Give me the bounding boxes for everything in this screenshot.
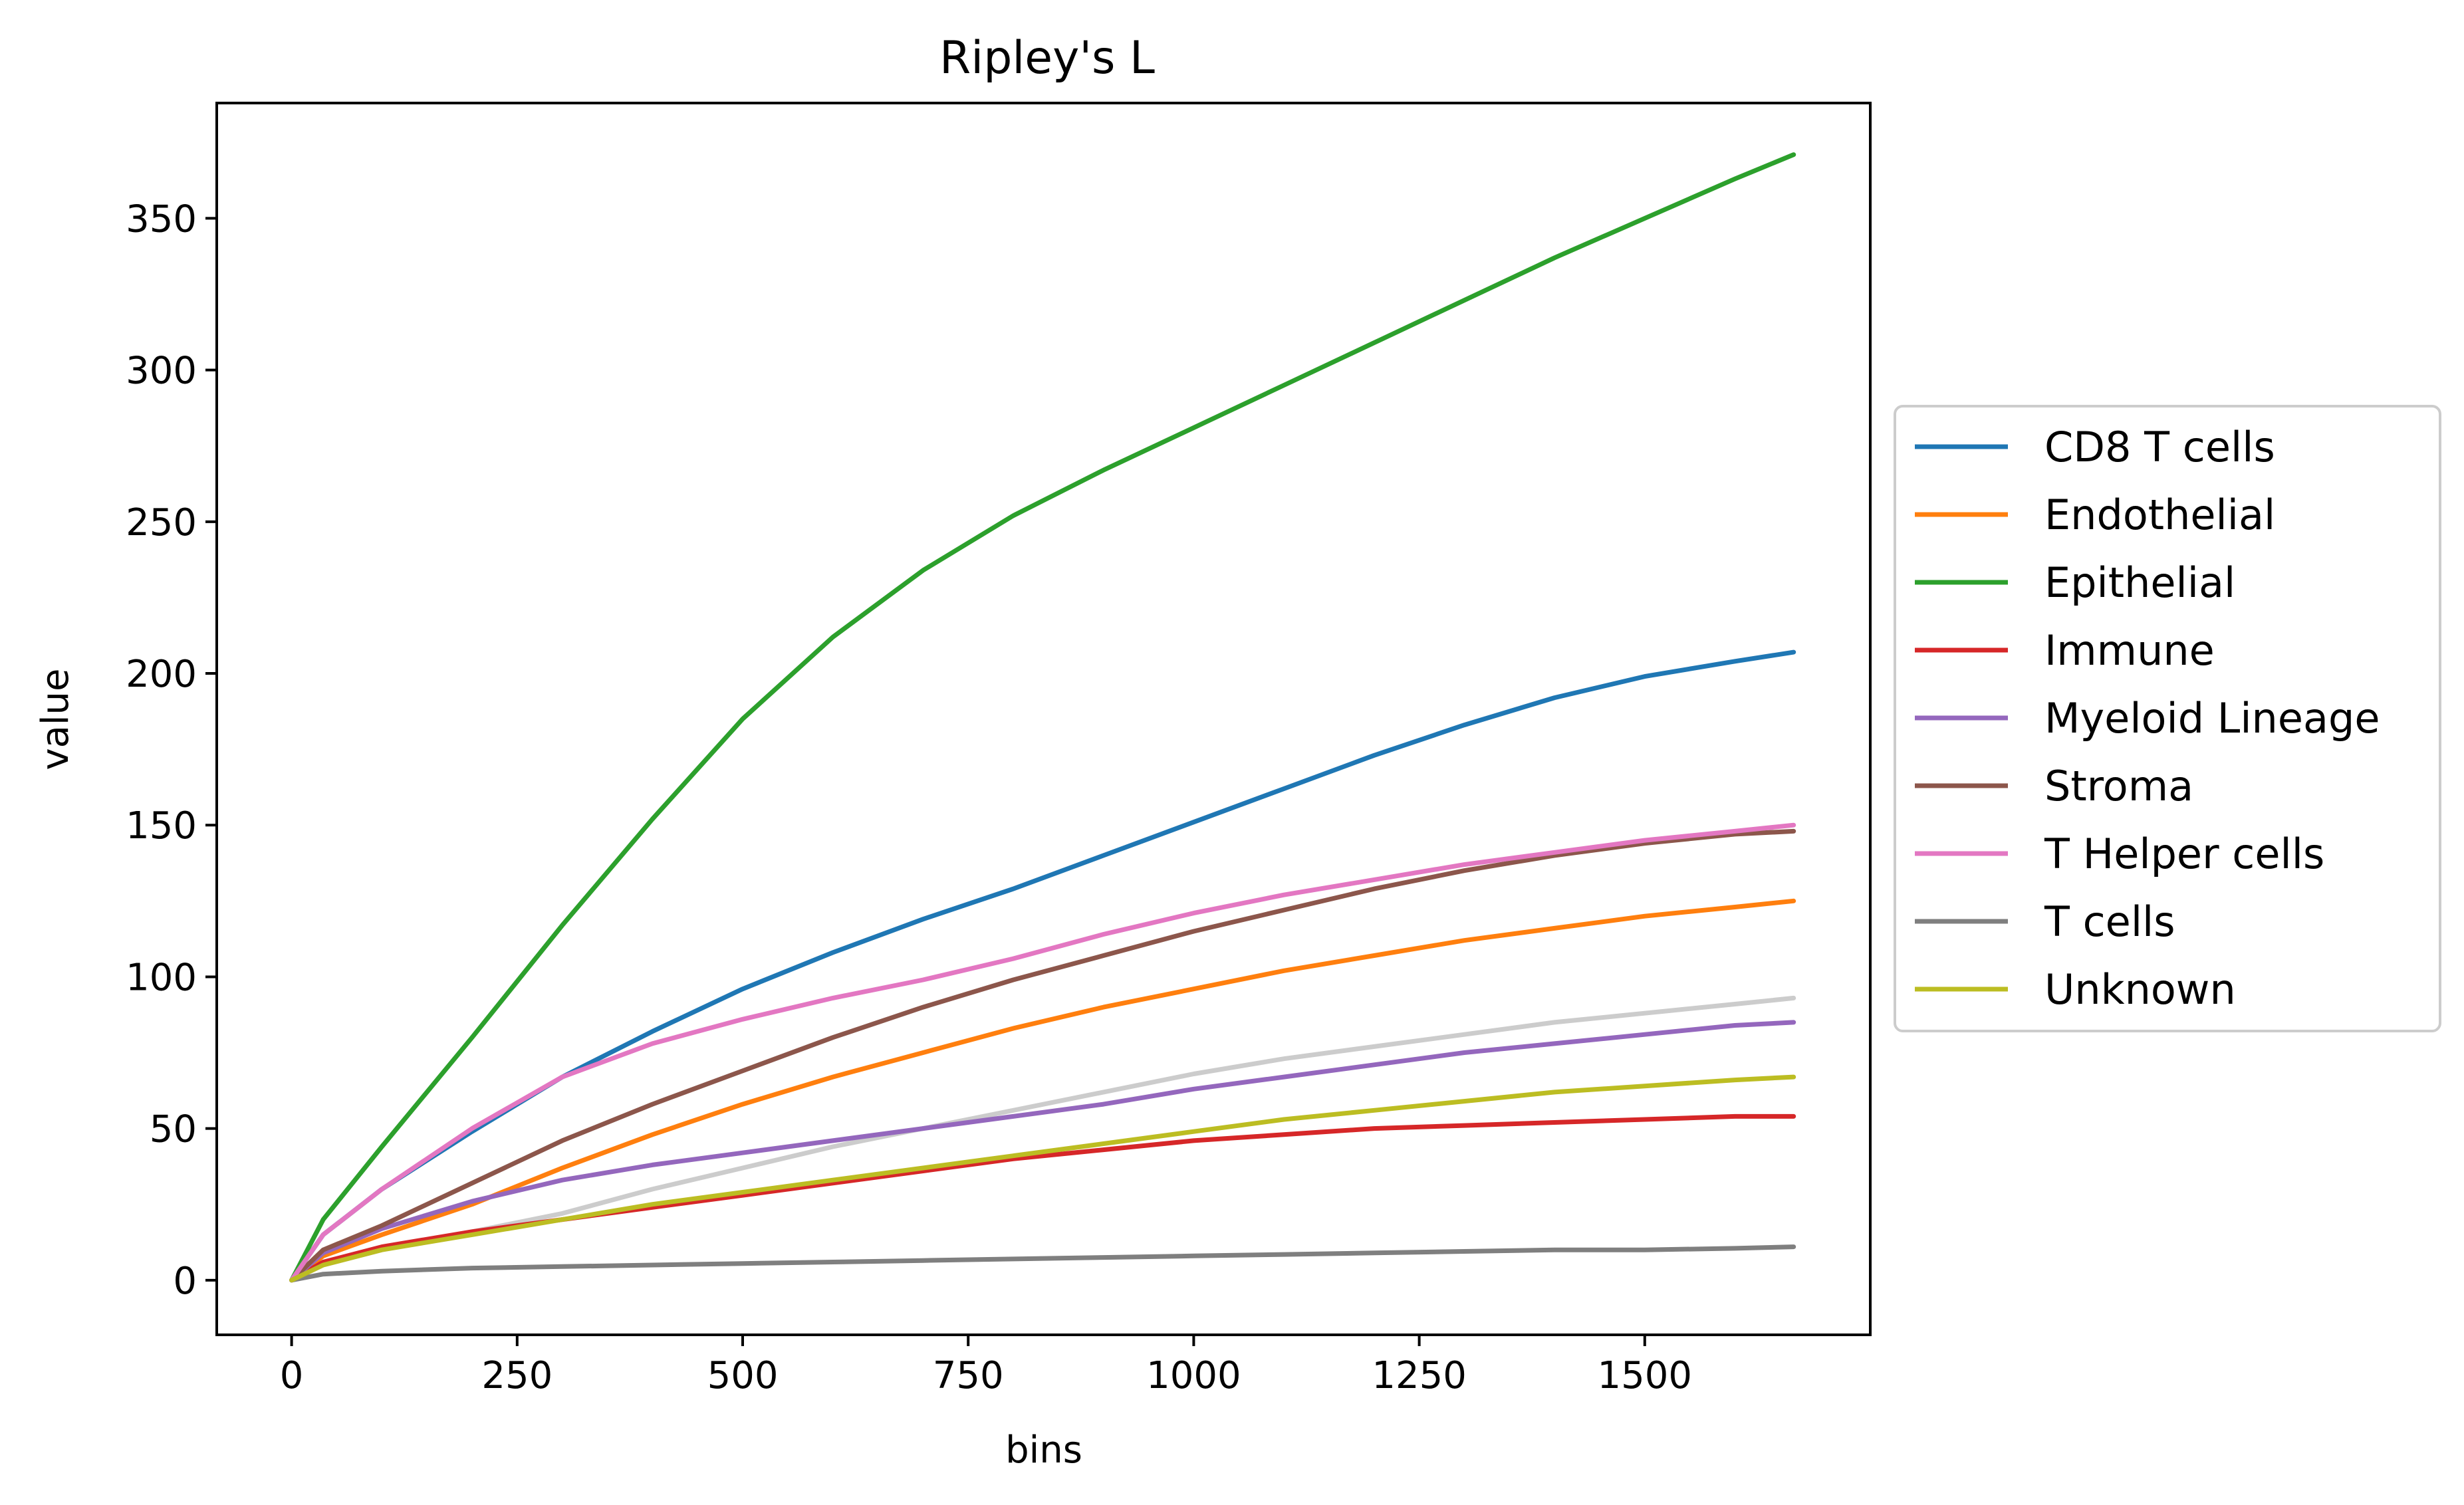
x-axis-label: bins: [1005, 1429, 1082, 1472]
series-line-3: [289, 1113, 1796, 1283]
y-tick-label: 350: [126, 197, 197, 241]
legend-entry-label: Stroma: [2044, 762, 2193, 810]
series-line-5: [289, 828, 1796, 1283]
legend-entry-label: Unknown: [2044, 965, 2236, 1014]
series-line-8: [289, 1074, 1796, 1283]
x-tick-label: 750: [933, 1354, 1004, 1397]
legend-entry-label: Endothelial: [2044, 491, 2275, 539]
series-line-6: [289, 822, 1796, 1283]
x-axis: 0 250 500 750 1000 1250 1500: [280, 1335, 1692, 1397]
series-line-0: [289, 649, 1796, 1283]
legend-entry-label: CD8 T cells: [2044, 423, 2275, 471]
series-line-4: [289, 1020, 1796, 1283]
y-tick-label: 250: [126, 501, 197, 544]
series-line-2: [289, 152, 1796, 1283]
series-line-7: [289, 1244, 1796, 1283]
series-line-1: [289, 898, 1796, 1283]
x-tick-label: 0: [280, 1354, 304, 1397]
y-tick-label: 200: [126, 653, 197, 696]
y-axis: 0 50 100 150 200 250 300 350: [126, 197, 217, 1303]
legend-entry-label: Myeloid Lineage: [2044, 694, 2380, 743]
legend: CD8 T cells Endothelial Epithelial Immune My…: [1894, 405, 2441, 1032]
y-tick-label: 100: [126, 956, 197, 999]
y-tick-label: 0: [173, 1260, 197, 1303]
legend-box: [1894, 405, 2441, 1032]
chart-title: Ripley's L: [939, 32, 1155, 84]
legend-entry-label: Epithelial: [2044, 558, 2235, 607]
x-tick-label: 1250: [1372, 1354, 1467, 1397]
legend-entry-label: T Helper cells: [2044, 830, 2324, 878]
legend-entry-label: T cells: [2044, 897, 2175, 946]
plot-frame: [215, 102, 1872, 1336]
y-tick-label: 50: [150, 1108, 197, 1151]
y-axis-label: value: [34, 669, 77, 770]
y-tick-label: 150: [126, 804, 197, 848]
plot-area: [289, 152, 1796, 1283]
x-tick-label: 1000: [1146, 1354, 1241, 1397]
legend-entry-label: Immune: [2044, 626, 2215, 675]
x-tick-label: 500: [707, 1354, 779, 1397]
x-tick-label: 1500: [1598, 1354, 1693, 1397]
y-tick-label: 300: [126, 350, 197, 393]
x-tick-label: 250: [481, 1354, 553, 1397]
